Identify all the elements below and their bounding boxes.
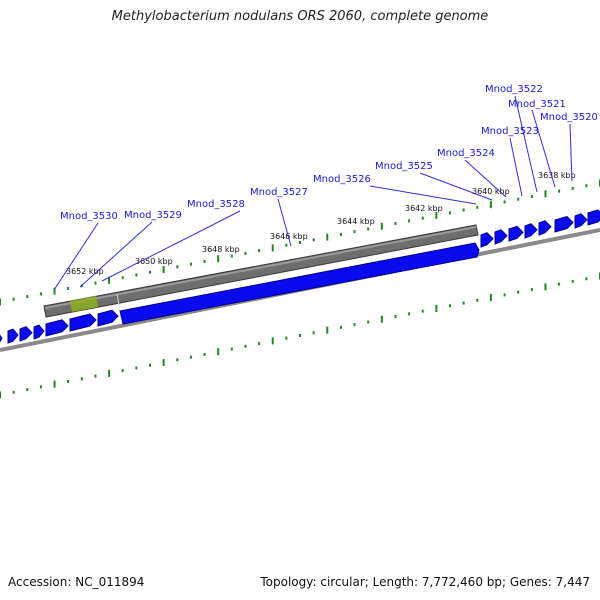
tick-label: 3644 kbp [337,217,375,226]
gene-leader-line [464,159,507,198]
gene-arrow[interactable] [7,328,19,344]
gene-label-link[interactable]: Mnod_3524 [437,148,495,159]
gene-arrow[interactable] [587,209,600,226]
gene-label-link[interactable]: Mnod_3525 [375,161,433,172]
gene-label-link[interactable]: Mnod_3522 [485,84,543,95]
gene-arrow[interactable] [69,313,97,332]
gene-arrow[interactable] [19,326,33,342]
gene-arrow[interactable] [574,213,588,229]
gene-arrow[interactable] [0,332,3,346]
gene-label-link[interactable]: Mnod_3529 [124,210,182,221]
gene-arrow[interactable] [494,229,508,245]
gene-leader-line [509,137,523,197]
tick-label: 3648 kbp [202,245,240,254]
gene-label-link[interactable]: Mnod_3521 [508,99,566,110]
gene-label-link[interactable]: Mnod_3523 [481,126,539,137]
genome-title: Methylobacterium nodulans ORS 2060, comp… [111,9,489,24]
selection-region-bar[interactable] [43,224,479,318]
gene-arrow[interactable] [538,220,552,236]
gene-leader-line [569,123,573,182]
gene-label-link[interactable]: Mnod_3530 [60,211,118,222]
gene-leader-line [101,210,241,282]
tick-label: 3638 kbp [538,171,576,180]
genome-summary-text: Topology: circular; Length: 7,772,460 bp… [260,575,590,589]
gene-arrow-main[interactable] [119,242,480,325]
tick-label: 3642 kbp [405,204,443,213]
gene-arrows-group[interactable] [0,209,600,346]
gene-leader-line [531,109,556,188]
gene-arrow[interactable] [524,223,538,239]
tick-label: 3652 kbp [66,267,104,276]
tick-marks-group [0,179,600,399]
gene-arrow[interactable] [554,216,574,233]
gene-label-link[interactable]: Mnod_3528 [187,199,245,210]
accession-text: Accession: NC_011894 [8,575,145,589]
tick-label: 3640 kbp [472,187,510,196]
gene-arrow[interactable] [480,232,494,248]
gene-arrow[interactable] [33,324,45,340]
gene-label-link[interactable]: Mnod_3520 [540,112,598,123]
gene-label-link[interactable]: Mnod_3526 [313,174,371,185]
gene-leader-line [369,185,477,205]
highlight-segment [70,296,98,312]
gene-leader-line [79,221,153,288]
gene-leader-line [419,172,493,201]
gene-arrow[interactable] [97,309,119,327]
gene-arrow[interactable] [508,225,524,242]
gene-leader-line [277,198,292,247]
gene-label-link[interactable]: Mnod_3527 [250,187,308,198]
gene-arrow[interactable] [45,319,69,337]
tick-label: 3650 kbp [135,257,173,266]
gene-leader-line [53,222,99,291]
gene-leader-line [514,95,538,193]
